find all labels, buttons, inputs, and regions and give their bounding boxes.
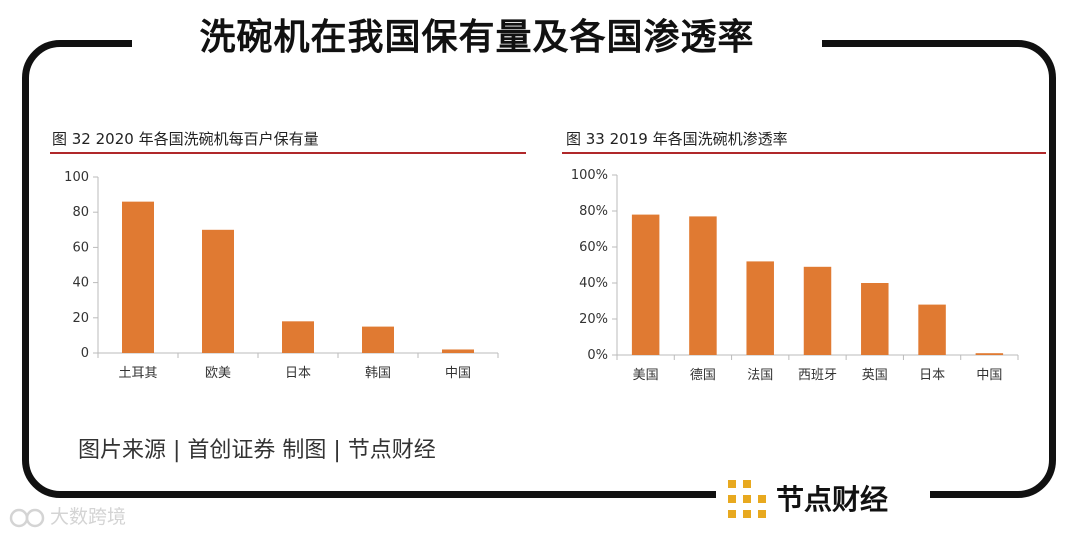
bar-美国 [631, 214, 660, 355]
y-tick-label: 40% [579, 276, 608, 291]
bar-日本 [918, 304, 946, 355]
y-tick-label: 60% [579, 240, 608, 255]
watermark: 大数跨境 [8, 502, 126, 529]
right-title-rule [562, 152, 1046, 154]
category-label: 欧美 [205, 366, 231, 381]
category-label: 日本 [919, 368, 945, 383]
watermark-logo-icon [9, 508, 45, 527]
left-bar-chart: 0 20 40 60 80 100 土耳其 欧美 日本 韩国 中国 [64, 170, 499, 381]
category-label: 西班牙 [798, 368, 837, 383]
category-label: 中国 [445, 366, 471, 381]
category-label: 韩国 [365, 366, 391, 381]
left-figure-title: 图 32 2020 年各国洗碗机每百户保有量 [52, 130, 319, 148]
bar-韩国 [362, 326, 394, 353]
category-label: 英国 [862, 368, 888, 383]
y-tick-label: 0 [81, 346, 89, 361]
brand-block: 节点财经 [716, 468, 930, 528]
y-tick-label: 100% [571, 168, 608, 183]
y-tick-label: 80% [579, 204, 608, 219]
brand-logo-icon [728, 480, 766, 518]
y-tick-label: 60 [72, 240, 89, 255]
category-label: 法国 [747, 368, 773, 383]
bar-西班牙 [803, 266, 832, 355]
source-caption: 图片来源 | 首创证券 制图 | 节点财经 [78, 438, 436, 463]
y-tick-label: 20 [72, 311, 89, 326]
bar-中国 [442, 349, 474, 353]
right-figure-title: 图 33 2019 年各国洗碗机渗透率 [566, 130, 788, 148]
y-tick-label: 20% [579, 312, 608, 327]
y-tick-label: 0% [587, 348, 608, 363]
category-label: 美国 [633, 368, 659, 383]
y-tick-label: 100 [64, 170, 89, 185]
bar-德国 [689, 216, 717, 355]
page-title: 洗碗机在我国保有量及各国渗透率 [132, 10, 822, 66]
category-label: 中国 [976, 368, 1002, 383]
left-title-rule [50, 152, 526, 154]
category-label: 土耳其 [118, 366, 157, 381]
bar-欧美 [202, 229, 234, 353]
y-tick-label: 80 [72, 205, 89, 220]
brand-name: 节点财经 [776, 483, 889, 516]
watermark-text: 大数跨境 [50, 506, 127, 528]
bar-法国 [746, 261, 774, 355]
y-tick-label: 40 [72, 276, 89, 291]
bar-日本 [282, 321, 314, 353]
bar-英国 [861, 283, 889, 355]
bar-中国 [975, 353, 1004, 355]
right-bar-chart: 0% 20% 40% 60% 80% 100% 美国 德国 法国 西班牙 英国 日本 中国 [571, 168, 1019, 383]
category-label: 日本 [285, 366, 311, 381]
category-label: 德国 [690, 368, 716, 383]
bar-土耳其 [122, 201, 154, 353]
